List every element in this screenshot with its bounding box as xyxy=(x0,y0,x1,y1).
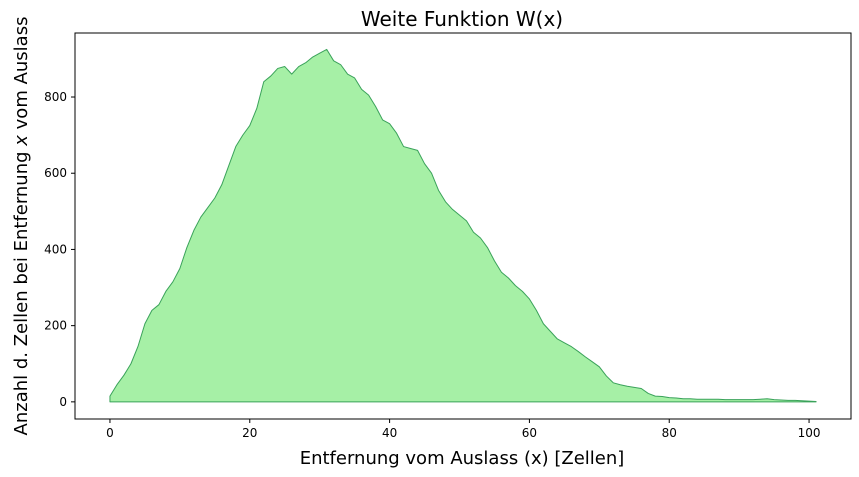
x-tick-label: 20 xyxy=(242,426,257,440)
area-series xyxy=(109,48,817,403)
x-tick-label: 80 xyxy=(662,426,677,440)
x-tick-label: 0 xyxy=(106,426,114,440)
x-tick-label: 60 xyxy=(522,426,537,440)
plot-area xyxy=(109,48,817,403)
y-axis-label-part-1: Anzahl d. Zellen bei Entfernung xyxy=(11,146,32,436)
y-tick-label: 600 xyxy=(44,166,67,180)
y-tick-label: 400 xyxy=(44,242,67,256)
x-axis: 0 20 40 60 80 100 xyxy=(106,419,821,440)
y-axis: 0 200 400 600 800 xyxy=(44,90,75,409)
x-axis-label: Entfernung vom Auslass (x) [Zellen] xyxy=(300,448,625,469)
y-axis-label: Anzahl d. Zellen bei Entfernung x vom Au… xyxy=(11,17,32,436)
y-tick-label: 800 xyxy=(44,90,67,104)
chart-title: Weite Funktion W(x) xyxy=(361,7,563,31)
x-tick-label: 40 xyxy=(382,426,397,440)
x-tick-label: 100 xyxy=(798,426,821,440)
plot-frame xyxy=(74,32,852,420)
y-tick-label: 200 xyxy=(44,319,67,333)
y-axis-label-part-2: vom Auslass xyxy=(11,17,32,136)
y-axis-label-variable: x xyxy=(11,135,32,147)
y-tick-label: 0 xyxy=(59,395,67,409)
